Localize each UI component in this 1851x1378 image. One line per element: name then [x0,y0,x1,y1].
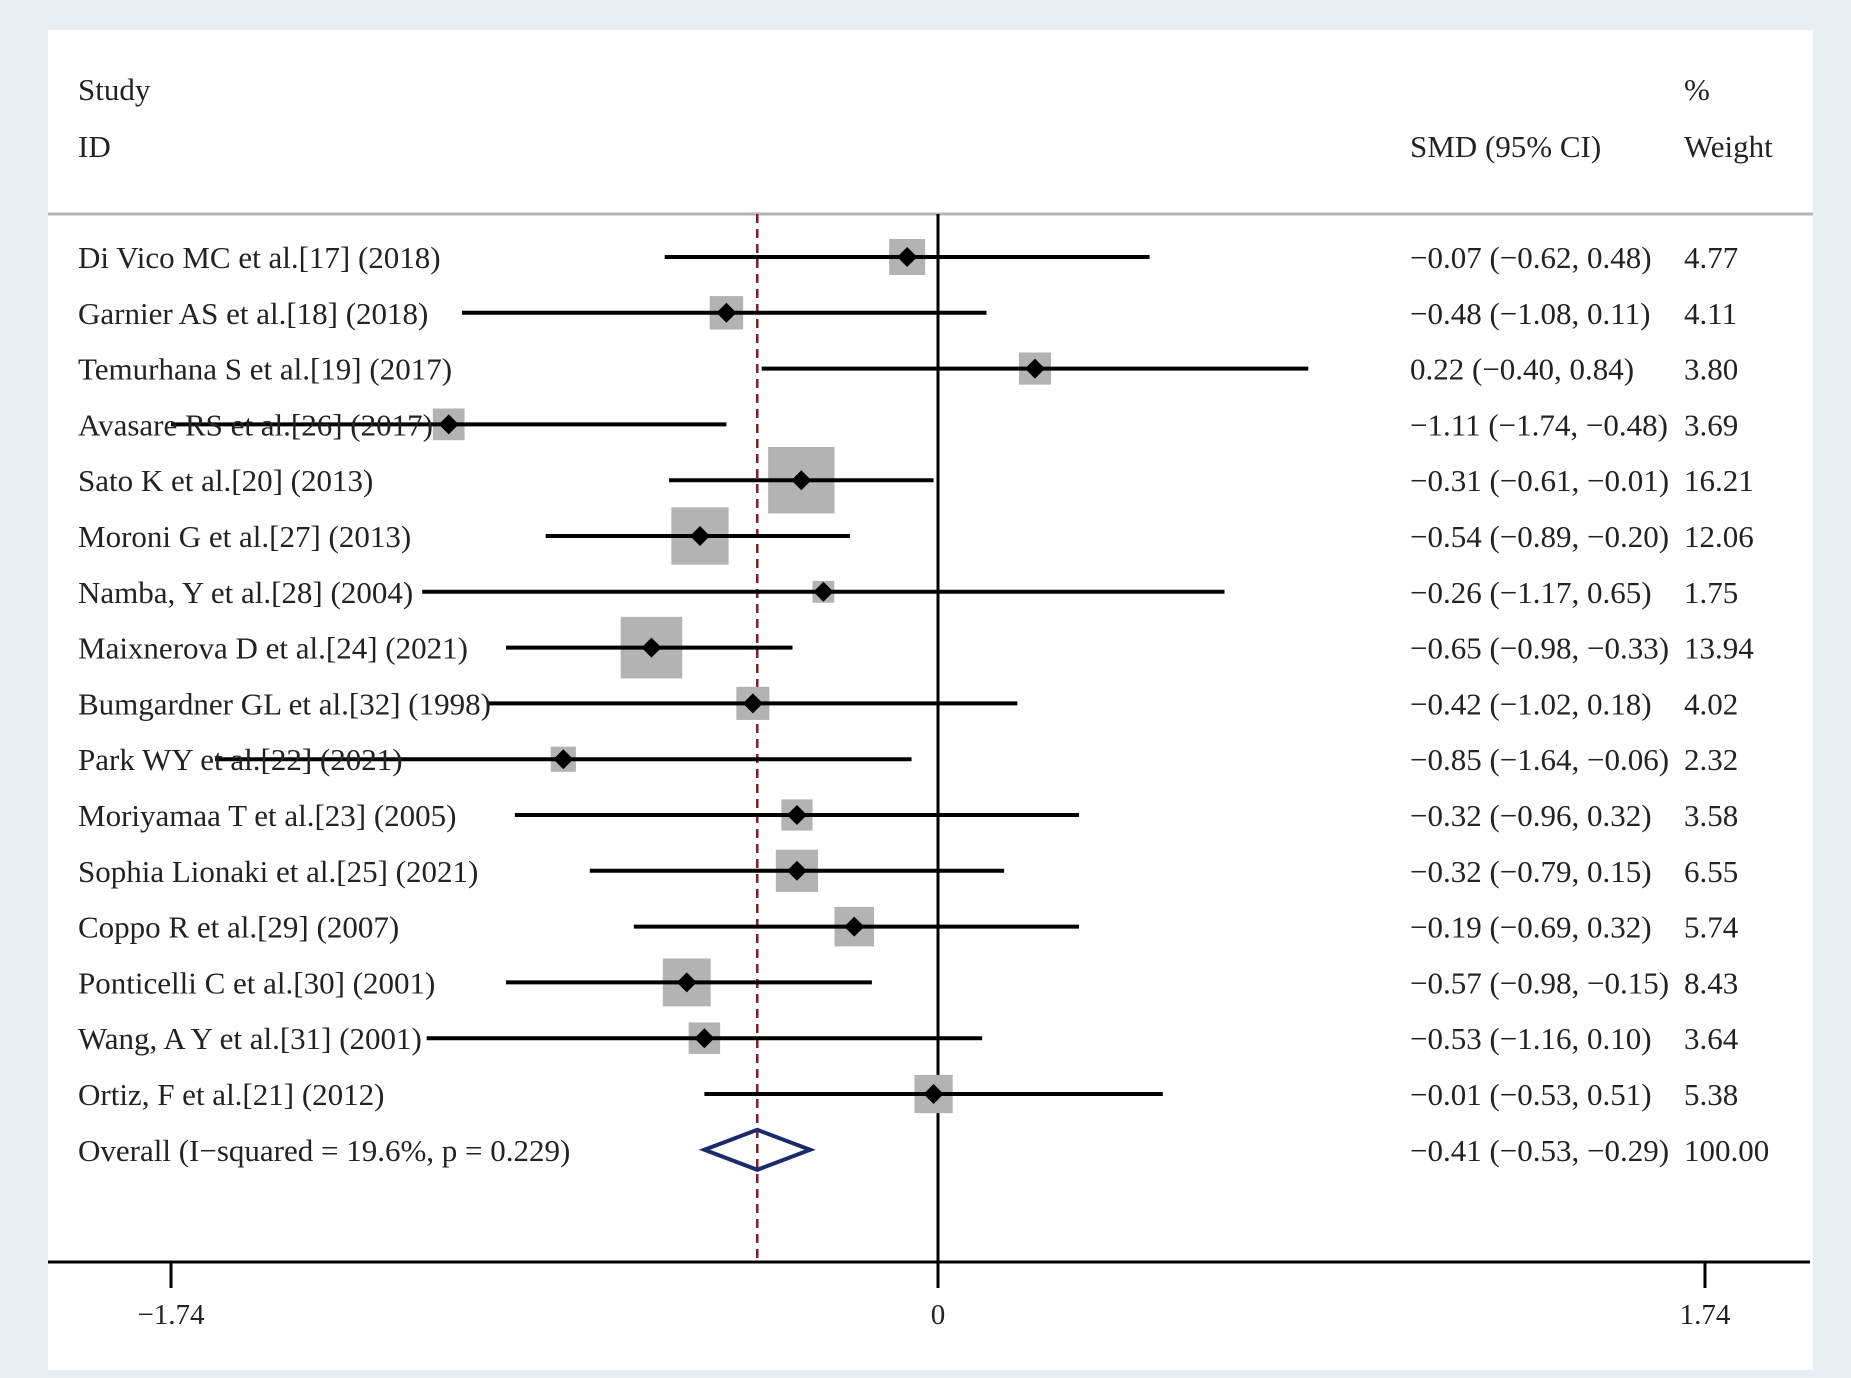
study-weight-text: 13.94 [1684,631,1754,666]
study-label: Namba, Y et al.[28] (2004) [78,575,413,610]
study-weight-text: 2.32 [1684,742,1738,777]
study-ci-text: −0.01 (−0.53, 0.51) [1410,1077,1652,1112]
study-label: Wang, A Y et al.[31] (2001) [78,1021,422,1056]
header-study: Study [78,72,151,107]
x-axis: −1.74 0 1.74 [48,1260,1810,1331]
study-label: Park WY et al.[22] (2021) [78,742,403,777]
study-weight-text: 3.80 [1684,352,1738,387]
study-ci-text: −0.42 (−1.02, 0.18) [1410,686,1652,721]
study-weight-text: 16.21 [1684,463,1754,498]
study-label: Sophia Lionaki et al.[25] (2021) [78,854,478,889]
study-point-estimate [553,749,574,770]
study-point-estimate [897,247,918,267]
study-point-estimate [1024,358,1045,379]
study-ci-text: −0.85 (−1.64, −0.06) [1410,742,1669,777]
x-axis-tick-label: −1.74 [137,1299,205,1331]
study-label: Garnier AS et al.[18] (2018) [78,296,428,331]
study-label: Coppo R et al.[29] (2007) [78,910,399,945]
study-ci-text: −0.57 (−0.98, −0.15) [1410,965,1669,1000]
study-ci-text: −0.54 (−0.89, −0.20) [1410,519,1669,554]
study-point-estimate [694,1028,715,1049]
study-label: Bumgardner GL et al.[32] (1998) [78,686,491,721]
overall-label: Overall (I−squared = 19.6%, p = 0.229) [78,1133,570,1168]
study-weight-text: 3.58 [1684,798,1738,833]
study-label: Ponticelli C et al.[30] (2001) [78,965,435,1000]
study-point-estimate [742,693,763,714]
study-ci-text: −0.65 (−0.98, −0.33) [1410,631,1669,666]
study-point-estimate [786,805,807,825]
study-label: Sato K et al.[20] (2013) [78,463,373,498]
study-label: Di Vico MC et al.[17] (2018) [78,240,441,275]
study-point-estimate [641,637,662,658]
study-weight-text: 4.77 [1684,240,1738,275]
study-ci-text: −0.19 (−0.69, 0.32) [1410,910,1652,945]
plot-panel [48,30,1813,1370]
study-rows: Di Vico MC et al.[17] (2018) −0.07 (−0.62… [78,214,1769,1262]
study-label: Moroni G et al.[27] (2013) [78,519,411,554]
study-ci-text: −1.11 (−1.74, −0.48) [1410,407,1668,442]
study-label: Moriyamaa T et al.[23] (2005) [78,798,457,833]
overall-diamond [698,1127,816,1172]
header-weight: Weight [1684,129,1773,164]
study-point-estimate [676,972,697,993]
study-weight-text: 5.38 [1684,1077,1738,1112]
study-point-estimate [813,581,834,602]
study-point-estimate [689,526,710,546]
header-percent: % [1684,72,1710,107]
study-ci-text: −0.26 (−1.17, 0.65) [1410,575,1652,610]
study-point-estimate [786,860,807,881]
study-label: Avasare RS et al.[26] (2017) [78,407,433,442]
overall-ci-text: −0.41 (−0.53, −0.29) [1410,1133,1669,1168]
study-label: Temurhana S et al.[19] (2017) [78,352,452,387]
x-axis-tick-label: 1.74 [1680,1299,1731,1331]
study-weight-text: 3.64 [1684,1021,1739,1056]
study-weight-text: 6.55 [1684,854,1738,889]
study-label: Maixnerova D et al.[24] (2021) [78,631,468,666]
study-ci-text: −0.31 (−0.61, −0.01) [1410,463,1669,498]
study-weight-text: 4.02 [1684,686,1738,721]
study-weight-text: 5.74 [1684,910,1739,945]
study-point-estimate [844,916,865,937]
study-ci-text: −0.32 (−0.79, 0.15) [1410,854,1652,889]
header-id: ID [78,129,111,164]
overall-weight-text: 100.00 [1684,1133,1769,1168]
study-weight-text: 8.43 [1684,965,1738,1000]
study-weight-text: 4.11 [1684,296,1737,331]
study-weight-text: 1.75 [1684,575,1738,610]
study-ci-text: 0.22 (−0.40, 0.84) [1410,352,1634,387]
study-ci-text: −0.48 (−1.08, 0.11) [1410,296,1650,331]
x-axis-tick-label: 0 [931,1299,946,1331]
study-ci-text: −0.53 (−1.16, 0.10) [1410,1021,1652,1056]
study-ci-text: −0.07 (−0.62, 0.48) [1410,240,1652,275]
study-label: Ortiz, F et al.[21] (2012) [78,1077,384,1112]
study-weight-text: 12.06 [1684,519,1754,554]
study-point-estimate [438,414,459,435]
header-smd-ci: SMD (95% CI) [1410,129,1601,164]
study-point-estimate [716,302,737,323]
study-point-estimate [791,470,812,491]
study-weight-text: 3.69 [1684,407,1738,442]
study-point-estimate [923,1084,944,1104]
study-ci-text: −0.32 (−0.96, 0.32) [1410,798,1652,833]
